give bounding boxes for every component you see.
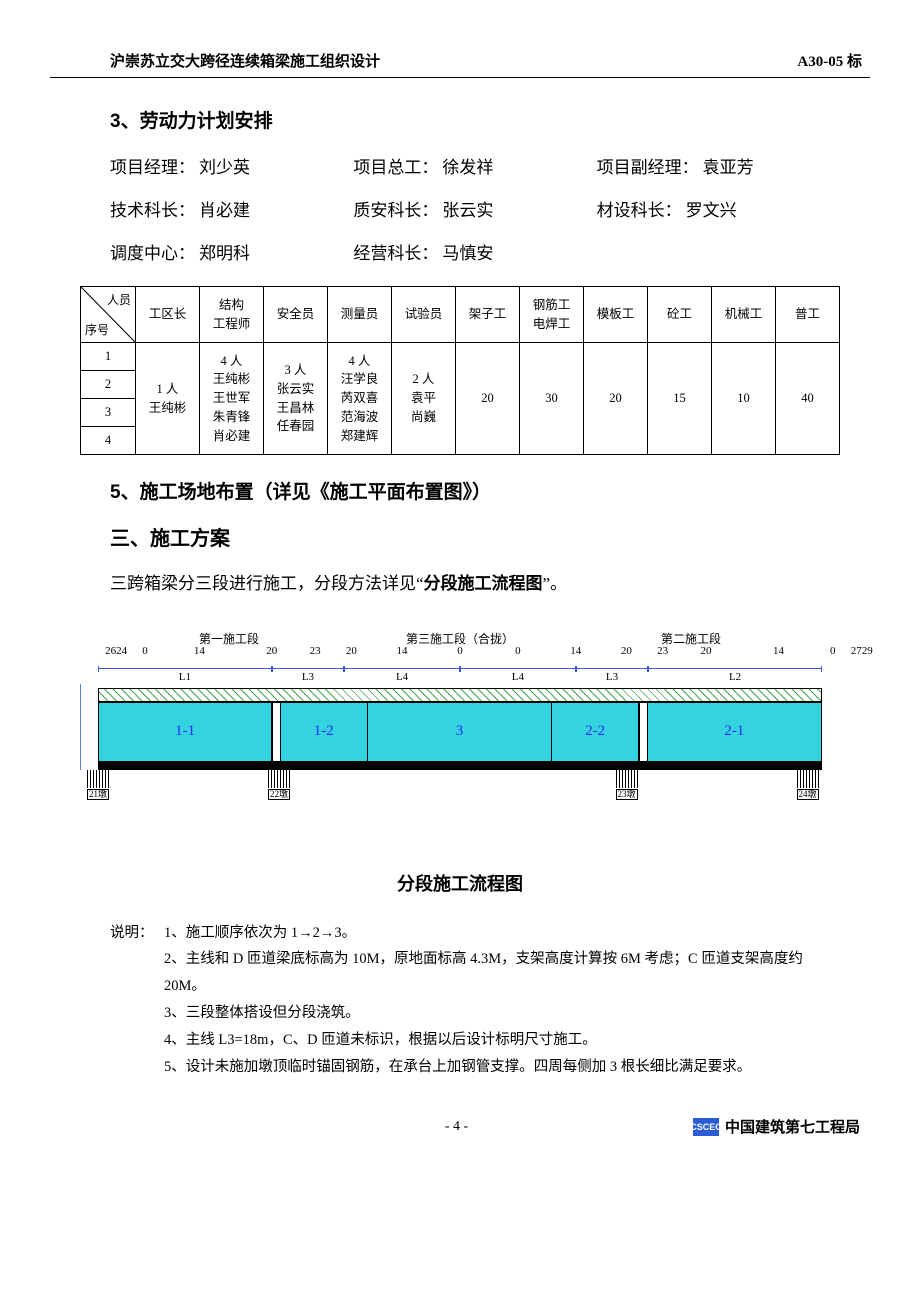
note-row: 2、主线和 D 匝道梁底标高为 10M，原地面标高 4.3M，支架高度计算按 6… — [110, 946, 840, 1000]
page-number: - 4 - — [220, 1119, 693, 1135]
figure-title: 分段施工流程图 — [80, 870, 840, 896]
section-san-title: 三、施工方案 — [110, 522, 840, 551]
col-header: 砼工 — [648, 287, 712, 343]
personnel-cell: 项目总工：徐发祥 — [353, 153, 596, 178]
paragraph-1: 三跨箱梁分三段进行施工，分段方法详见“分段施工流程图”。 — [110, 569, 840, 600]
personnel-cell: 质安科长：张云实 — [353, 196, 596, 221]
personnel-cell: 技术科长：肖必建 — [110, 196, 353, 221]
data-cell: 20 — [456, 343, 520, 455]
seq-cell: 4 — [81, 427, 136, 455]
data-cell: 3 人张云实王昌林任春园 — [264, 343, 328, 455]
col-header: 测量员 — [328, 287, 392, 343]
col-header: 架子工 — [456, 287, 520, 343]
data-cell: 2 人袁平尚巍 — [392, 343, 456, 455]
data-cell: 15 — [648, 343, 712, 455]
data-cell: 4 人王纯彬王世军朱青锋肖必建 — [200, 343, 264, 455]
personnel-cell: 调度中心：郑明科 — [110, 239, 353, 264]
personnel-cell: 材设科长：罗文兴 — [597, 196, 840, 221]
col-header: 结构工程师 — [200, 287, 264, 343]
note-row: 说明：1、施工顺序依次为 1→2→3。 — [110, 920, 840, 947]
note-row: 4、主线 L3=18m，C、D 匝道未标识，根据以后设计标明尺寸施工。 — [110, 1027, 840, 1054]
brand-text: 中国建筑第七工程局 — [725, 1116, 860, 1137]
notes-block: 说明：1、施工顺序依次为 1→2→3。2、主线和 D 匝道梁底标高为 10M，原… — [80, 920, 840, 1081]
header-title: 沪崇苏立交大跨径连续箱梁施工组织设计 — [110, 50, 380, 71]
flow-diagram: 第一施工段第三施工段（合拢）第二施工段262401420232014001420… — [80, 630, 840, 840]
note-row: 5、设计未施加墩顶临时锚固钢筋，在承台上加钢管支撑。四周每侧加 3 根长细比满足… — [110, 1054, 840, 1081]
note-row: 3、三段整体搭设但分段浇筑。 — [110, 1000, 840, 1027]
personnel-cell: 项目副经理：袁亚芳 — [597, 153, 840, 178]
col-header: 安全员 — [264, 287, 328, 343]
data-cell: 1 人王纯彬 — [136, 343, 200, 455]
col-header: 机械工 — [712, 287, 776, 343]
data-cell: 10 — [712, 343, 776, 455]
col-header: 工区长 — [136, 287, 200, 343]
data-cell: 30 — [520, 343, 584, 455]
footer-brand: CSCEC 中国建筑第七工程局 — [693, 1116, 860, 1137]
staff-table: 人员序号工区长结构工程师安全员测量员试验员架子工钢筋工电焊工模板工砼工机械工普工… — [80, 286, 840, 455]
data-cell: 4 人汪学良芮双喜范海波郑建辉 — [328, 343, 392, 455]
col-header: 试验员 — [392, 287, 456, 343]
col-header: 普工 — [776, 287, 840, 343]
seq-cell: 1 — [81, 343, 136, 371]
page-footer: - 4 - CSCEC 中国建筑第七工程局 — [50, 1116, 870, 1137]
personnel-cell: 项目经理：刘少英 — [110, 153, 353, 178]
header-code: A30-05 标 — [797, 50, 862, 71]
section-5-title: 5、施工场地布置（详见《施工平面布置图》） — [110, 477, 840, 504]
col-header: 模板工 — [584, 287, 648, 343]
data-cell: 20 — [584, 343, 648, 455]
brand-logo-icon: CSCEC — [693, 1118, 719, 1136]
col-header: 钢筋工电焊工 — [520, 287, 584, 343]
section-3-title: 3、劳动力计划安排 — [110, 106, 840, 133]
seq-cell: 3 — [81, 399, 136, 427]
page-header: 沪崇苏立交大跨径连续箱梁施工组织设计 A30-05 标 — [50, 50, 870, 78]
personnel-grid: 项目经理：刘少英项目总工：徐发祥项目副经理：袁亚芳技术科长：肖必建质安科长：张云… — [110, 153, 840, 264]
diag-header: 人员序号 — [81, 287, 136, 343]
data-cell: 40 — [776, 343, 840, 455]
seq-cell: 2 — [81, 371, 136, 399]
personnel-cell: 经营科长：马慎安 — [353, 239, 596, 264]
